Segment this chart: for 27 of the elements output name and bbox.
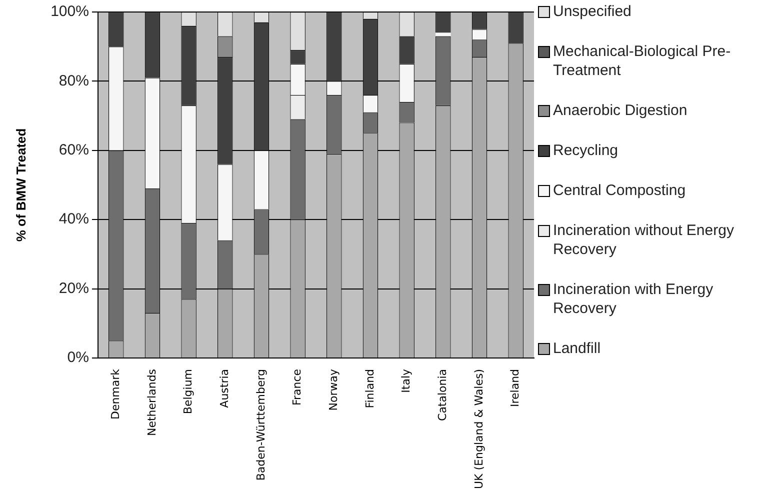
legend-label: Mechanical-Biological Pre-Treatment	[553, 42, 732, 80]
legend-label: Landfill	[553, 339, 601, 358]
y-tick-label: 20%	[58, 280, 89, 297]
x-tick-label: Ireland	[508, 368, 522, 408]
legend-label: Recycling	[553, 141, 618, 160]
y-tick-label: 60%	[58, 142, 89, 159]
x-tick-label: Norway	[327, 368, 340, 411]
x-tick-label: Finland	[363, 368, 376, 408]
x-tick-label: Italy	[400, 368, 413, 393]
legend-label: Central Composting	[553, 181, 686, 200]
x-tick-label: Baden-Württemberg	[254, 368, 268, 481]
legend-label: Anaerobic Digestion	[553, 101, 688, 120]
legend-label: Incineration with Energy Recovery	[553, 280, 714, 318]
x-tick-label: Netherlands	[145, 368, 158, 436]
x-tick-label: Denmark	[108, 368, 122, 420]
legend-label: Unspecified	[553, 2, 632, 21]
x-tick-label: Catalonia	[436, 368, 450, 421]
y-tick-label: 80%	[58, 72, 89, 90]
y-axis-title: % of BMW Treated	[13, 128, 28, 242]
y-tick-label: 0%	[67, 349, 89, 366]
x-tick-label: France	[290, 368, 304, 406]
legend-label: Incineration without Energy Recovery	[553, 221, 735, 259]
x-tick-label: Belgium	[182, 368, 195, 414]
x-tick-label: UK (England & Wales)	[472, 368, 486, 490]
y-tick-label: 40%	[58, 210, 89, 228]
y-tick-label: 100%	[50, 3, 89, 20]
x-tick-label: Austria	[218, 368, 231, 408]
